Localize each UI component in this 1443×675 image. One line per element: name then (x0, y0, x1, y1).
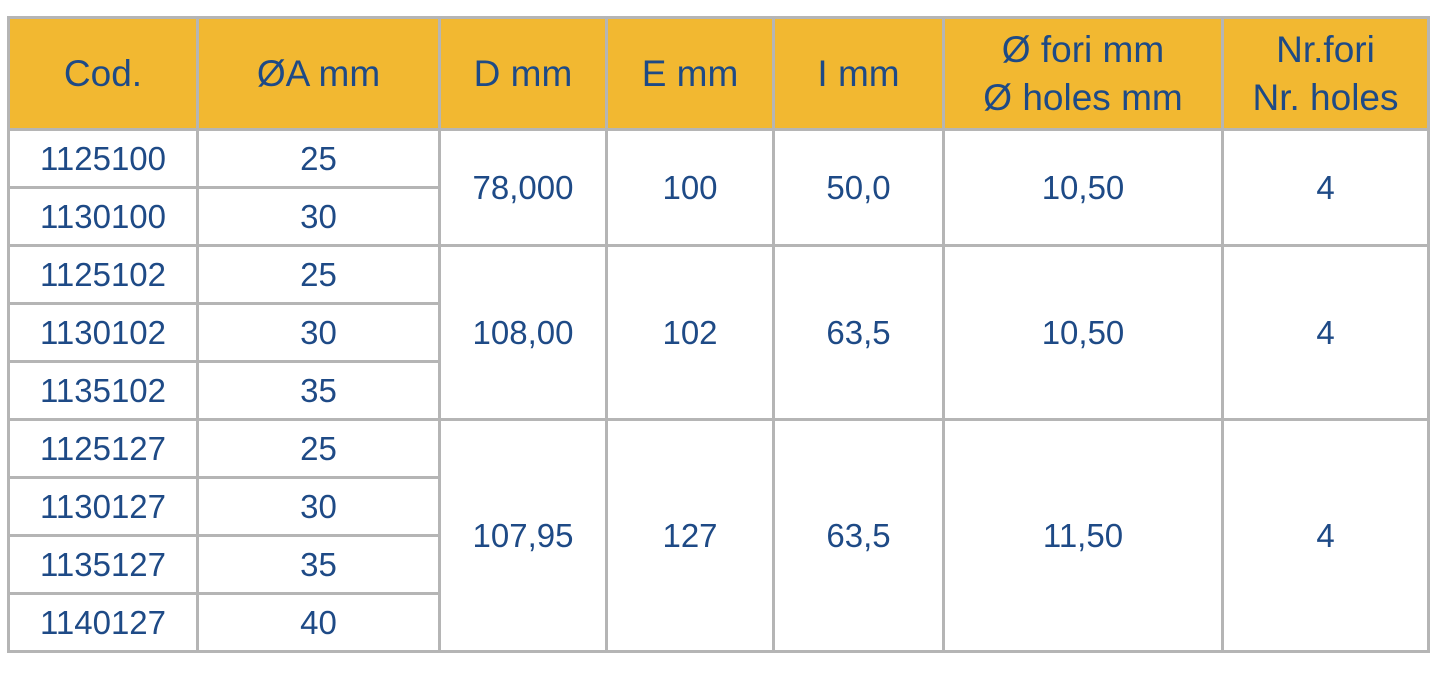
cell-cod: 1130100 (7, 186, 199, 247)
header-holes-diameter: Ø fori mm Ø holes mm (942, 16, 1224, 131)
cell-d: 78,000 (438, 128, 608, 247)
cell-i: 63,5 (772, 244, 945, 421)
header-label-2: Nr. holes (1252, 76, 1399, 118)
cell-cod: 1135127 (7, 534, 199, 595)
cell-diameter-a: 30 (196, 186, 441, 247)
table-row: 1125102 25 108,00 102 63,5 10,50 4 (7, 244, 1430, 421)
header-label: Nr.fori (1276, 28, 1375, 70)
cell-e: 102 (605, 244, 775, 421)
product-table: Cod. ØA mm D mm E mm I mm Ø fori mm Ø holes mm… (7, 16, 1430, 653)
cell-diameter-a: 25 (196, 244, 441, 305)
header-label: D mm (473, 52, 573, 94)
cell-holes-diameter: 10,50 (942, 128, 1224, 247)
header-label: E mm (641, 52, 739, 94)
header-diameter-a: ØA mm (196, 16, 441, 131)
cell-diameter-a: 25 (196, 418, 441, 479)
cell-holes-count: 4 (1221, 418, 1430, 653)
cell-d: 108,00 (438, 244, 608, 421)
header-label-2: Ø holes mm (983, 76, 1183, 118)
table-row: 1130100 30 (7, 186, 1429, 247)
header-holes-count: Nr.fori Nr. holes (1221, 16, 1430, 131)
header-label: Ø fori mm (1001, 28, 1165, 70)
table-row: 1135102 35 (7, 360, 1429, 421)
cell-cod: 1140127 (7, 592, 199, 653)
table-row: 1140127 40 (7, 592, 1429, 653)
header-e: E mm (605, 16, 775, 131)
cell-e: 100 (605, 128, 775, 247)
table-row: 1130127 30 (7, 476, 1429, 537)
cell-cod: 1135102 (7, 360, 199, 421)
cell-diameter-a: 30 (196, 476, 441, 537)
header-cod: Cod. (7, 16, 199, 131)
cell-diameter-a: 35 (196, 534, 441, 595)
header-label: ØA mm (256, 52, 381, 94)
cell-cod: 1130127 (7, 476, 199, 537)
header-i: I mm (772, 16, 945, 131)
cell-cod: 1125100 (7, 128, 199, 189)
cell-i: 50,0 (772, 128, 945, 247)
cell-e: 127 (605, 418, 775, 653)
header-label: Cod. (63, 52, 143, 94)
header-d: D mm (438, 16, 608, 131)
cell-holes-count: 4 (1221, 244, 1430, 421)
table-row: 1125127 25 107,95 127 63,5 11,50 4 (7, 418, 1430, 653)
cell-diameter-a: 35 (196, 360, 441, 421)
table-row: 1135127 35 (7, 534, 1429, 595)
header-row: Cod. ØA mm D mm E mm I mm Ø fori mm Ø holes mm… (7, 16, 1430, 131)
cell-i: 63,5 (772, 418, 945, 653)
table-row: 1130102 30 (7, 302, 1429, 363)
cell-diameter-a: 30 (196, 302, 441, 363)
cell-cod: 1125127 (7, 418, 199, 479)
cell-holes-diameter: 11,50 (942, 418, 1224, 653)
cell-holes-count: 4 (1221, 128, 1430, 247)
cell-cod: 1125102 (7, 244, 199, 305)
table-row: 1125100 25 78,000 100 50,0 10,50 4 (7, 128, 1430, 247)
cell-holes-diameter: 10,50 (942, 244, 1224, 421)
cell-cod: 1130102 (7, 302, 199, 363)
cell-diameter-a: 40 (196, 592, 441, 653)
cell-diameter-a: 25 (196, 128, 441, 189)
cell-d: 107,95 (438, 418, 608, 653)
header-label: I mm (817, 52, 900, 94)
